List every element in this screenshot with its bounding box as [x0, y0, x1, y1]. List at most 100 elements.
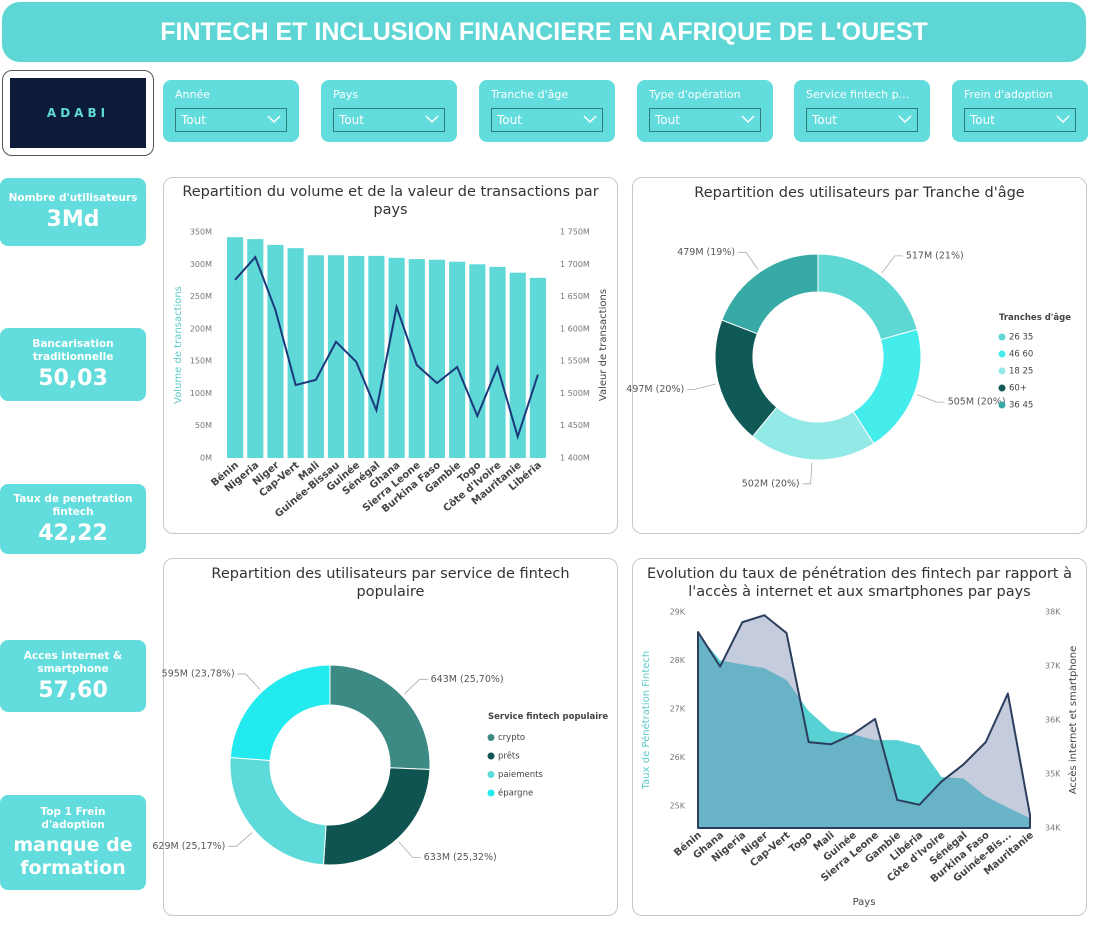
dropdown-value: Tout	[970, 113, 995, 127]
chevron	[741, 115, 755, 124]
y-tick-label: 37K	[1045, 662, 1061, 671]
chart-title: Repartition des utilisateurs par service…	[211, 566, 570, 600]
area	[698, 633, 1030, 828]
chevron	[898, 115, 912, 124]
y-tick-label: 1 650M	[560, 292, 590, 301]
filter-label: Service fintech p...	[806, 88, 910, 101]
bar	[469, 264, 486, 458]
leader-line	[687, 383, 716, 390]
data-label: 517M (21%)	[906, 250, 964, 261]
legend-swatch	[487, 752, 495, 760]
kpi-card: Top 1 Frein d'adoption manque de formatio…	[0, 795, 146, 890]
dropdown[interactable]: Tout	[649, 108, 761, 132]
y-tick-label: 27K	[670, 705, 686, 714]
legend-title: Tranches d'âge	[999, 313, 1071, 323]
kpi-label: Taux de penetration fintech	[13, 492, 133, 518]
legend-swatch	[487, 771, 495, 778]
data-label: 497M (20%)	[626, 384, 684, 395]
legend-label: crypto	[498, 733, 525, 743]
y2-axis-title: Valeur de transactions	[598, 289, 609, 401]
filter: Tranche d'âge Tout	[479, 80, 615, 142]
y-axis-title: Taux de Pénétration Fintech	[640, 651, 652, 791]
y-tick-label: 300M	[190, 260, 212, 269]
y-tick-label: 1 700M	[560, 260, 590, 269]
pie-slice	[229, 664, 331, 762]
pie-slice	[329, 664, 431, 771]
leader-line	[738, 251, 759, 270]
kpi-label: Bancarisation traditionnelle	[32, 338, 114, 363]
filter-label: Tranche d'âge	[491, 88, 569, 101]
legend-swatch	[487, 734, 495, 741]
bar	[247, 239, 264, 458]
y-tick-label: 100M	[190, 389, 212, 398]
kpi-card: Acces internet & smartphone 57,60	[0, 640, 146, 712]
dropdown[interactable]: Tout	[333, 108, 445, 132]
bar	[449, 261, 466, 458]
y-tick-label: 1 450M	[560, 421, 590, 430]
logo: ADABI	[2, 70, 154, 156]
legend-title: Service fintech populaire	[488, 712, 608, 722]
leader-line	[237, 673, 261, 690]
legend-label: 60+	[1009, 384, 1027, 394]
filter-label: Type d'opération	[649, 88, 741, 101]
kpi-value: 42,22	[38, 520, 108, 546]
kpi-value: 57,60	[38, 677, 108, 703]
chart-title: Repartition des utilisateurs par Tranche…	[694, 185, 1025, 201]
bar	[489, 266, 506, 458]
legend-swatch	[998, 333, 1006, 341]
dropdown[interactable]: Tout	[806, 108, 918, 132]
dropdown[interactable]: Tout	[175, 108, 287, 132]
bar	[368, 255, 385, 458]
dropdown[interactable]: Tout	[491, 108, 603, 132]
kpi-label: Acces internet & smartphone	[23, 649, 123, 675]
legend-swatch	[487, 789, 495, 797]
data-label: 629M (25,17%)	[152, 841, 225, 852]
data-label: 479M (19%)	[677, 247, 735, 258]
pie-slice	[852, 328, 922, 445]
dropdown-value: Tout	[181, 113, 206, 127]
legend-label: paiements	[498, 770, 543, 780]
y-tick-label: 38K	[1045, 608, 1061, 617]
dropdown[interactable]: Tout	[964, 108, 1076, 132]
data-label: 595M (23,78%)	[162, 669, 235, 680]
legend-swatch	[998, 367, 1006, 375]
filter-label: Frein d'adoption	[964, 88, 1053, 101]
bar	[388, 257, 405, 458]
leader-line	[881, 255, 903, 273]
bar	[327, 255, 345, 458]
filter-label: Année	[175, 88, 211, 101]
chart-panel: Repartition des utilisateurs par Tranche…	[632, 177, 1087, 534]
chevron	[583, 115, 597, 124]
kpi-label: Top 1 Frein d'adoption	[40, 805, 106, 831]
y-tick-label: 35K	[1045, 770, 1061, 779]
chart-title: Repartition du volume et de la valeur de…	[182, 184, 599, 218]
pie-slice	[714, 319, 778, 438]
dashboard-title: FINTECH ET INCLUSION FINANCIERE EN AFRIQ…	[2, 2, 1086, 62]
x-axis-title: Pays	[853, 897, 876, 908]
bar	[287, 248, 304, 458]
legend-swatch	[998, 401, 1006, 409]
data-label: 633M (25,32%)	[424, 852, 497, 863]
dropdown-value: Tout	[812, 113, 837, 127]
leader-line	[916, 394, 945, 403]
kpi-value: 50,03	[38, 366, 108, 391]
legend-label: 18 25	[1009, 367, 1033, 377]
y-tick-label: 1 550M	[560, 357, 590, 366]
data-label: 643M (25,70%)	[431, 674, 504, 685]
kpi-card: Taux de penetration fintech 42,22	[0, 484, 146, 554]
logo-text: ADABI	[10, 78, 146, 148]
chart-title: Evolution du taux de pénétration des fin…	[647, 566, 1072, 600]
y-tick-label: 1 400M	[560, 454, 590, 463]
pie-slice	[229, 756, 327, 866]
data-label: 502M (20%)	[742, 478, 800, 489]
y2-axis-title: Accès internet et smartphone	[1067, 646, 1079, 795]
y-tick-label: 150M	[190, 357, 212, 366]
legend-label: prêts	[498, 751, 520, 762]
data-label: 505M (20%)	[948, 397, 1006, 408]
legend-label: 46 60	[1009, 350, 1033, 360]
leader-line	[802, 462, 813, 485]
pie-slice	[322, 767, 431, 866]
leader-line	[404, 678, 428, 695]
y-tick-label: 1 600M	[560, 324, 590, 333]
